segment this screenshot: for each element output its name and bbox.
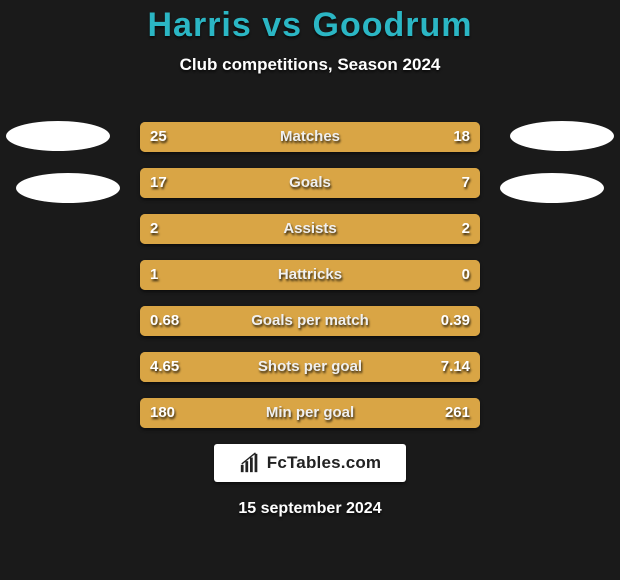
stat-label: Matches [140, 122, 480, 152]
player-left-avatar-placeholder-1 [6, 121, 110, 151]
stat-row: 4.657.14Shots per goal [140, 352, 480, 382]
page-subtitle: Club competitions, Season 2024 [0, 55, 620, 75]
stat-row: 177Goals [140, 168, 480, 198]
stat-label: Assists [140, 214, 480, 244]
stat-label: Hattricks [140, 260, 480, 290]
infographic-date: 15 september 2024 [0, 500, 620, 518]
player-right-avatar-placeholder-2 [500, 173, 604, 203]
player-left-avatar-placeholder-2 [16, 173, 120, 203]
stat-label: Goals [140, 168, 480, 198]
branding-text: FcTables.com [267, 453, 382, 473]
stat-row: 22Assists [140, 214, 480, 244]
stat-label: Shots per goal [140, 352, 480, 382]
stat-row: 180261Min per goal [140, 398, 480, 428]
page-title: Harris vs Goodrum [0, 0, 620, 45]
stat-label: Goals per match [140, 306, 480, 336]
stat-row: 0.680.39Goals per match [140, 306, 480, 336]
player-right-avatar-placeholder-1 [510, 121, 614, 151]
stat-label: Min per goal [140, 398, 480, 428]
branding-badge: FcTables.com [214, 444, 406, 482]
stat-row: 2518Matches [140, 122, 480, 152]
bars-icon [239, 452, 261, 474]
stats-container: 2518Matches 177Goals 22Assists 10Hattricks 0… [140, 122, 480, 444]
comparison-infographic: Harris vs Goodrum Club competitions, Sea… [0, 0, 620, 580]
stat-row: 10Hattricks [140, 260, 480, 290]
